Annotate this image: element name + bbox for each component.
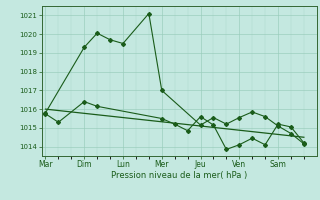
X-axis label: Pression niveau de la mer( hPa ): Pression niveau de la mer( hPa ) <box>111 171 247 180</box>
